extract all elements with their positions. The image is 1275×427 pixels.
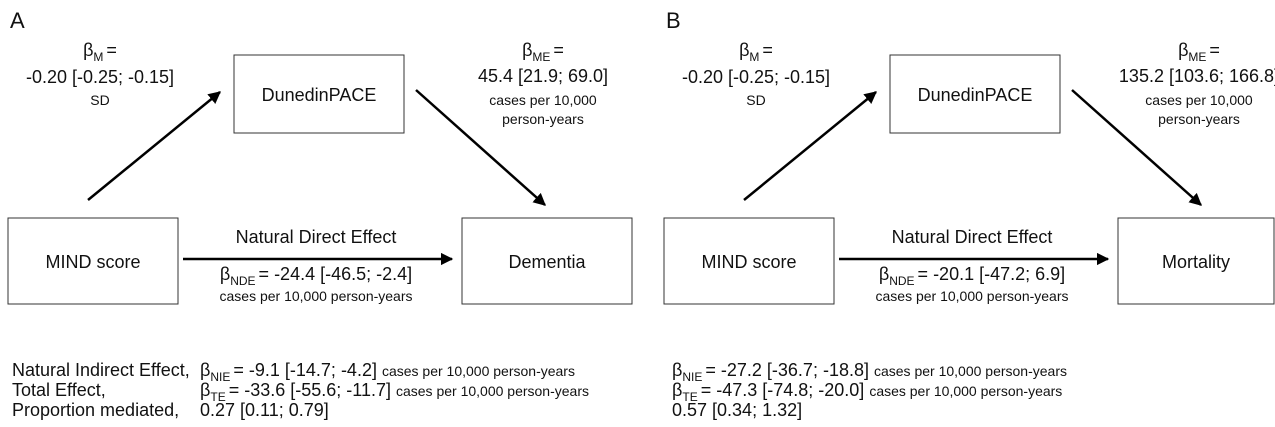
arrow [87, 91, 221, 201]
beta-symbol: β [879, 264, 889, 284]
exposure-label: MIND score [45, 252, 140, 272]
beta-symbol: β [220, 264, 230, 284]
arrow [743, 91, 877, 201]
beta-label: βTE = -47.3 [-74.8; -20.0] cases per 10,000… [672, 380, 1062, 404]
outcome-label: Dementia [508, 252, 586, 272]
b-unit: cases per 10,000 [1145, 92, 1253, 108]
beta-subscript: M [93, 50, 103, 64]
direct-title: Natural Direct Effect [236, 227, 397, 247]
panel-label: A [10, 8, 25, 33]
equals: = [1209, 40, 1220, 60]
beta-subscript: TE [210, 390, 225, 404]
arrow [1071, 89, 1202, 206]
equals: = [701, 380, 712, 400]
a-unit: SD [90, 92, 109, 108]
beta-subscript: NIE [682, 370, 702, 384]
b-unit: cases per 10,000 [489, 92, 597, 108]
beta-symbol: β [739, 40, 749, 60]
mediator-box [889, 54, 1061, 134]
b-estimate: 45.4 [21.9; 69.0] [478, 66, 608, 86]
beta-subscript: NDE [230, 274, 255, 288]
estimate: -9.1 [-14.7; -4.2] [249, 360, 377, 380]
beta-subscript: TE [682, 390, 697, 404]
a-estimate: -0.20 [-0.25; -0.15] [682, 67, 830, 87]
beta-symbol: β [672, 380, 682, 400]
a-unit: SD [746, 92, 765, 108]
equals: = [705, 360, 716, 380]
beta-symbol: β [200, 360, 210, 380]
beta-label: βTE = -33.6 [-55.6; -11.7] cases per 10,000… [200, 380, 589, 404]
beta-subscript: M [749, 50, 759, 64]
beta-symbol: β [1178, 40, 1188, 60]
a-estimate: -0.20 [-0.25; -0.15] [26, 67, 174, 87]
direct-title: Natural Direct Effect [892, 227, 1053, 247]
beta-label: βNIE = -9.1 [-14.7; -4.2] cases per 10,000 … [200, 360, 575, 384]
arrow [415, 89, 546, 206]
unit: cases per 10,000 person-years [382, 363, 575, 379]
estimate: -33.6 [-55.6; -11.7] [244, 380, 391, 400]
equals: = [229, 380, 240, 400]
equals: = [918, 264, 929, 284]
unit: cases per 10,000 person-years [869, 383, 1062, 399]
exposure-box [7, 217, 179, 305]
unit: cases per 10,000 person-years [396, 383, 589, 399]
outcome-box [1117, 217, 1275, 305]
beta-symbol: β [522, 40, 532, 60]
mediator-label: DunedinPACE [918, 85, 1033, 105]
exposure-label: MIND score [701, 252, 796, 272]
summary-label: Total Effect, [12, 380, 106, 400]
estimate: 0.27 [0.11; 0.79] [200, 400, 329, 420]
summary-label: Natural Indirect Effect, [12, 360, 190, 380]
beta-label: βME = [1178, 40, 1220, 64]
estimate: -24.4 [-46.5; -2.4] [274, 264, 412, 284]
mediator-label: DunedinPACE [262, 85, 377, 105]
b-unit: person-years [1158, 111, 1240, 127]
direct-unit: cases per 10,000 person-years [876, 288, 1069, 304]
unit: cases per 10,000 person-years [874, 363, 1067, 379]
beta-symbol: β [200, 380, 210, 400]
b-estimate: 135.2 [103.6; 166.8] [1119, 66, 1275, 86]
beta-label: βNDE = -24.4 [-46.5; -2.4] [220, 264, 412, 288]
equals: = [259, 264, 270, 284]
beta-symbol: β [672, 360, 682, 380]
beta-label: βNIE = -27.2 [-36.7; -18.8] cases per 10,00… [672, 360, 1067, 384]
mediator-box [233, 54, 405, 134]
estimate: -47.3 [-74.8; -20.0] [716, 380, 864, 400]
estimate: -27.2 [-36.7; -18.8] [721, 360, 869, 380]
exposure-box [663, 217, 835, 305]
beta-subscript: NDE [889, 274, 914, 288]
b-unit: person-years [502, 111, 584, 127]
panel-label: B [666, 8, 681, 33]
equals: = [762, 40, 773, 60]
outcome-label: Mortality [1162, 252, 1230, 272]
outcome-box [461, 217, 633, 305]
beta-subscript: ME [532, 50, 550, 64]
equals: = [106, 40, 117, 60]
beta-label: βM = [83, 40, 117, 64]
direct-unit: cases per 10,000 person-years [220, 288, 413, 304]
estimate: 0.57 [0.34; 1.32] [672, 400, 802, 420]
beta-label: βME = [522, 40, 564, 64]
beta-label: βNDE = -20.1 [-47.2; 6.9] [879, 264, 1065, 288]
equals: = [233, 360, 244, 380]
beta-subscript: ME [1188, 50, 1206, 64]
beta-subscript: NIE [210, 370, 230, 384]
equals: = [553, 40, 564, 60]
beta-symbol: β [83, 40, 93, 60]
summary-label: Proportion mediated, [12, 400, 179, 420]
beta-label: βM = [739, 40, 773, 64]
estimate: -20.1 [-47.2; 6.9] [933, 264, 1065, 284]
